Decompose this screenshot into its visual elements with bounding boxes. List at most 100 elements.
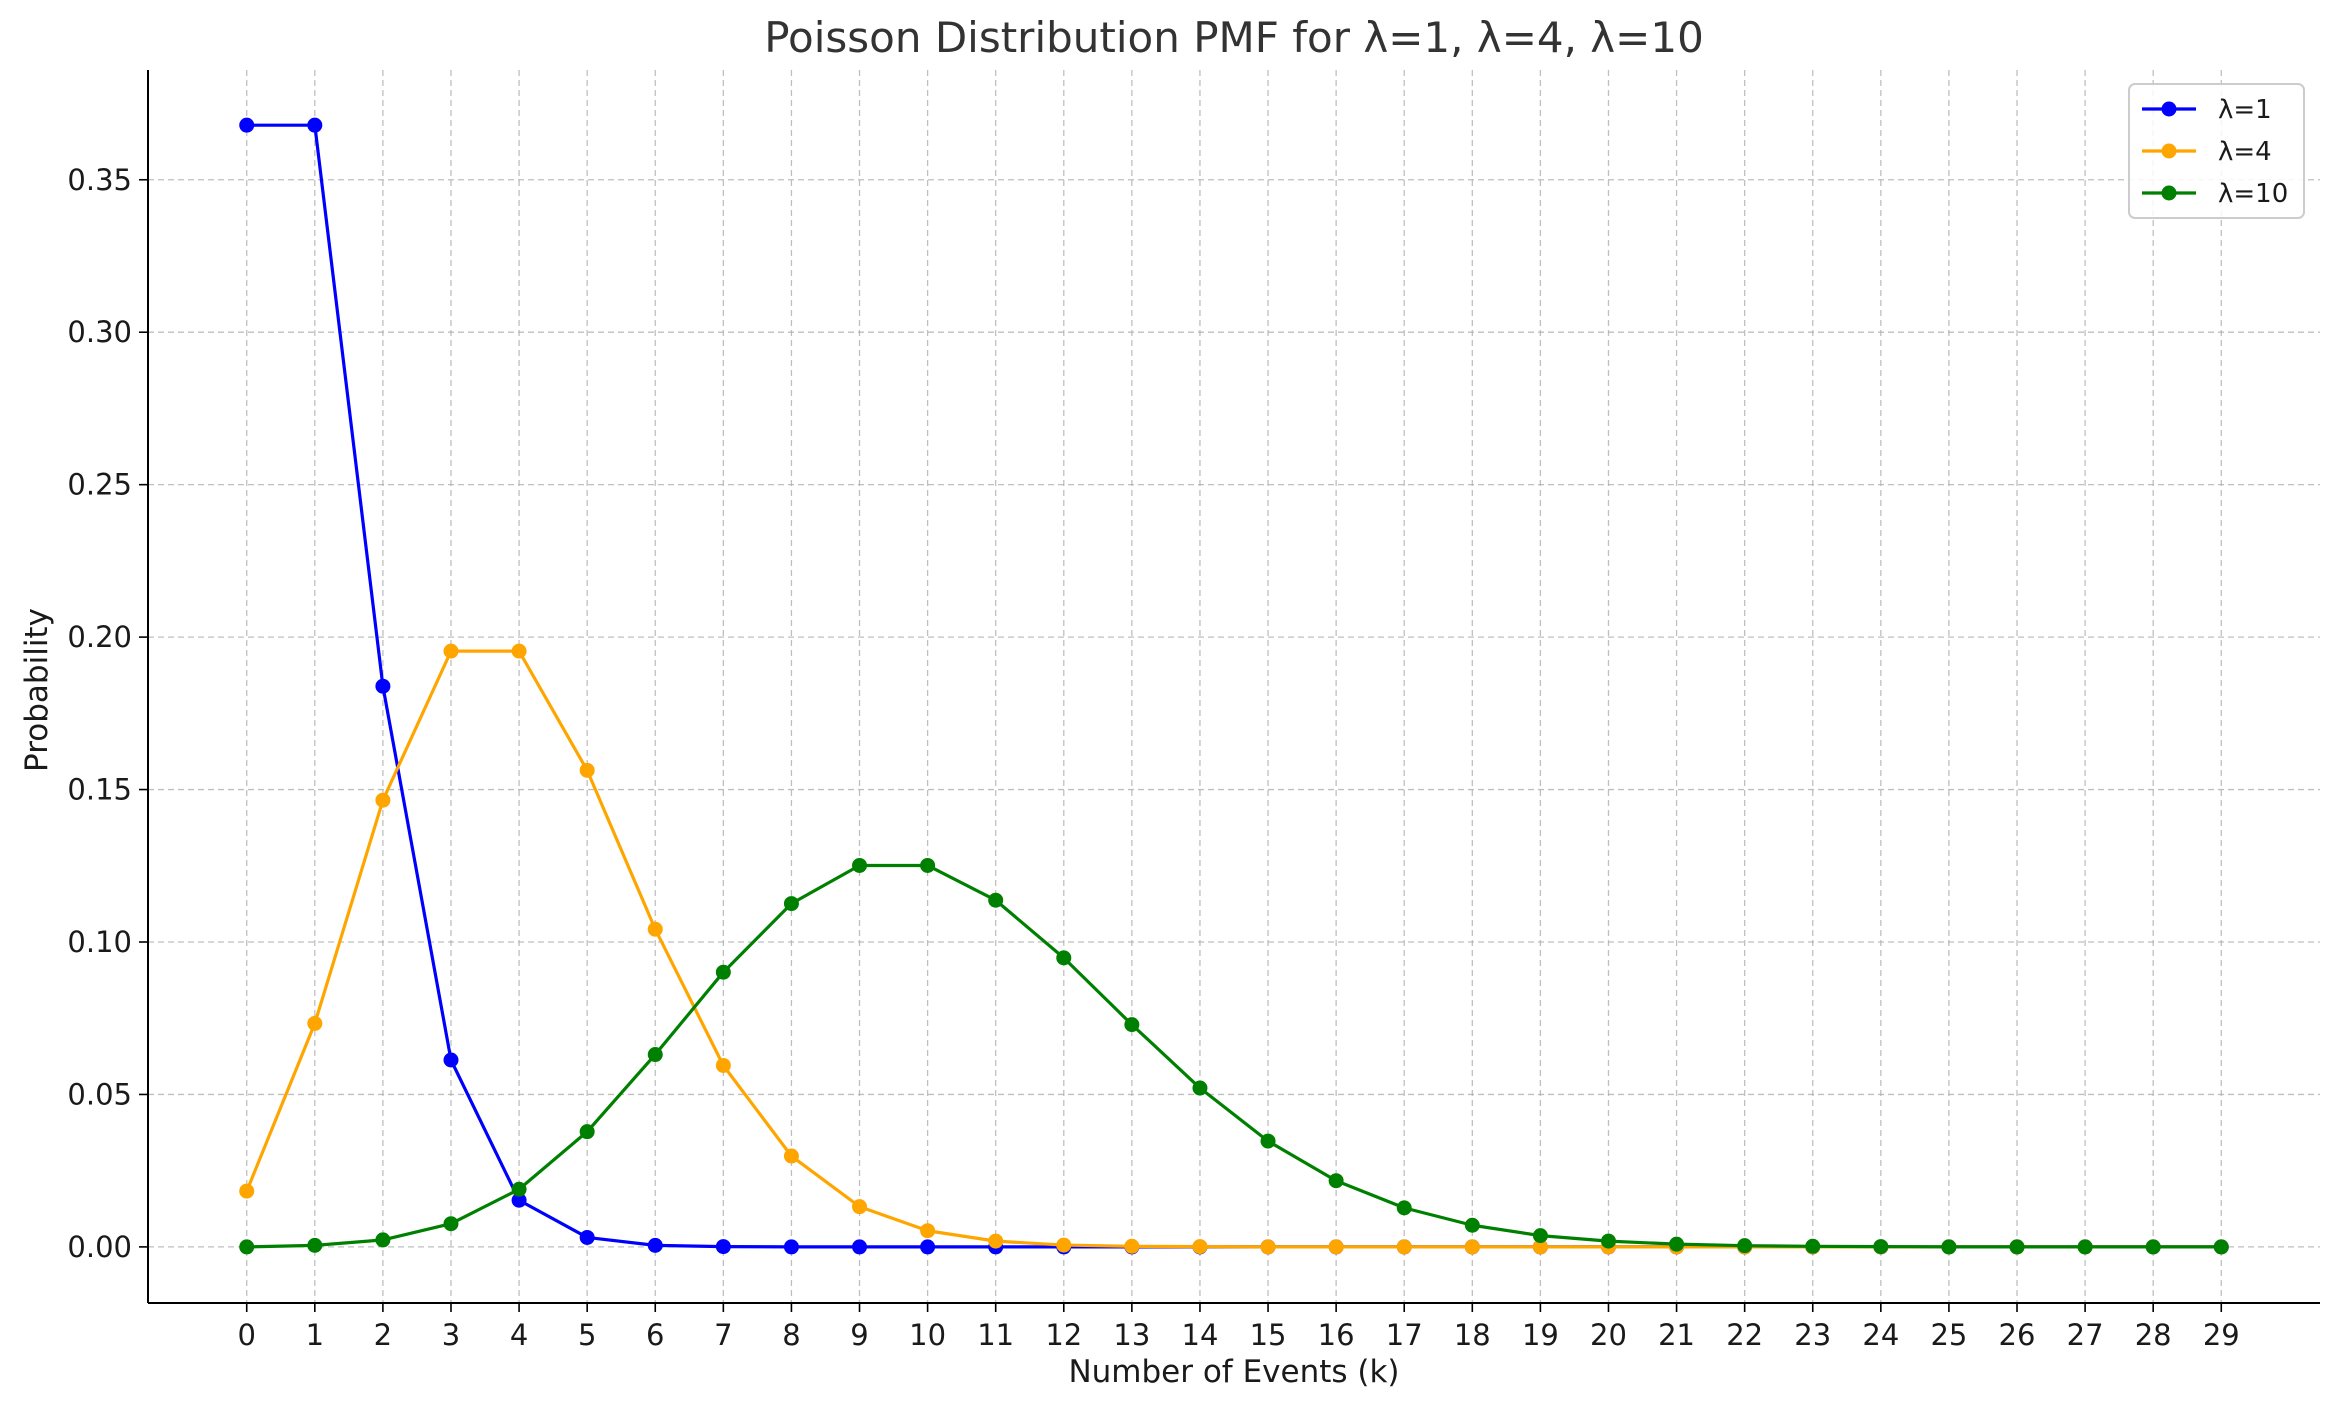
y-tick-label: 0.15 — [67, 773, 132, 807]
legend-box — [2128, 83, 2305, 219]
data-point — [852, 1199, 868, 1215]
x-tick-label: 0 — [238, 1318, 256, 1352]
data-point — [443, 1216, 459, 1232]
data-point — [1396, 1239, 1412, 1255]
x-ticks: 0 1 2 3 4 5 6 7 8 9 10 11 12 13 14 15 16 17 18 19 20 21 22 23 24… — [238, 1303, 2240, 1352]
data-point — [375, 1232, 391, 1248]
data-point — [1396, 1200, 1412, 1216]
x-tick-label: 22 — [1726, 1318, 1763, 1352]
data-point — [783, 896, 799, 912]
data-point — [579, 1229, 595, 1245]
legend-marker — [2161, 101, 2177, 117]
data-point — [1941, 1239, 1957, 1255]
x-tick-label: 23 — [1794, 1318, 1831, 1352]
data-point — [2009, 1239, 2025, 1255]
x-tick-label: 14 — [1182, 1318, 1219, 1352]
data-point — [1192, 1239, 1208, 1255]
x-tick-label: 11 — [977, 1318, 1014, 1352]
legend-marker — [2161, 185, 2177, 201]
x-tick-label: 5 — [578, 1318, 596, 1352]
data-point — [715, 1239, 731, 1255]
x-tick-label: 7 — [714, 1318, 732, 1352]
series-line — [246, 863, 2222, 1249]
data-point — [852, 1239, 868, 1255]
x-tick-label: 4 — [510, 1318, 528, 1352]
data-point — [920, 1223, 936, 1239]
data-point — [1669, 1236, 1685, 1252]
x-tick-label: 21 — [1658, 1318, 1695, 1352]
x-tick-label: 6 — [646, 1318, 664, 1352]
data-point — [647, 1237, 663, 1253]
x-tick-label: 9 — [850, 1318, 868, 1352]
data-point — [988, 892, 1004, 908]
x-tick-label: 15 — [1250, 1318, 1287, 1352]
y-tick-label: 0.10 — [67, 925, 132, 959]
x-tick-label: 2 — [374, 1318, 392, 1352]
data-point — [1532, 1239, 1548, 1255]
data-point — [307, 1015, 323, 1031]
data-point — [1328, 1239, 1344, 1255]
x-tick-label: 29 — [2203, 1318, 2240, 1352]
axes — [147, 70, 2320, 1304]
data-point — [715, 964, 731, 980]
data-point — [2077, 1239, 2093, 1255]
data-point — [988, 1233, 1004, 1249]
x-tick-label: 1 — [306, 1318, 324, 1352]
legend-label: λ=1 — [2218, 95, 2272, 125]
data-point — [920, 1239, 936, 1255]
data-point — [852, 857, 868, 873]
x-tick-label: 17 — [1386, 1318, 1423, 1352]
grid — [148, 70, 2320, 1303]
data-point — [511, 1181, 527, 1197]
data-point — [2145, 1239, 2161, 1255]
data-point — [647, 921, 663, 937]
x-tick-label: 13 — [1113, 1318, 1150, 1352]
y-tick-label: 0.25 — [67, 468, 132, 502]
data-point — [783, 1148, 799, 1164]
data-point — [239, 117, 255, 133]
data-point — [1873, 1239, 1889, 1255]
chart-title: Poisson Distribution PMF for λ=1, λ=4, λ… — [764, 13, 1704, 62]
y-tick-label: 0.05 — [67, 1077, 132, 1111]
y-ticks: 0.00 0.05 0.10 0.15 0.20 0.25 0.30 0.35 — [67, 163, 148, 1264]
data-point — [647, 1047, 663, 1063]
series-3 — [239, 857, 2229, 1255]
legend-label: λ=10 — [2218, 179, 2288, 209]
y-tick-label: 0.20 — [67, 620, 132, 654]
x-tick-label: 12 — [1045, 1318, 1082, 1352]
data-point — [1192, 1080, 1208, 1096]
data-point — [1600, 1233, 1616, 1249]
data-point — [443, 643, 459, 659]
data-point — [1737, 1238, 1753, 1254]
y-tick-label: 0.00 — [67, 1230, 132, 1264]
x-tick-label: 3 — [442, 1318, 460, 1352]
x-tick-label: 28 — [2135, 1318, 2172, 1352]
data-point — [1260, 1239, 1276, 1255]
x-tick-label: 19 — [1522, 1318, 1559, 1352]
x-tick-label: 25 — [1930, 1318, 1967, 1352]
data-point — [1805, 1238, 1821, 1254]
data-point — [1532, 1228, 1548, 1244]
data-point — [239, 1239, 255, 1255]
legend-label: λ=4 — [2218, 137, 2272, 167]
data-point — [783, 1239, 799, 1255]
x-tick-label: 10 — [909, 1318, 946, 1352]
data-point — [1124, 1017, 1140, 1033]
x-tick-label: 27 — [2067, 1318, 2104, 1352]
x-tick-label: 16 — [1318, 1318, 1355, 1352]
data-point — [375, 678, 391, 694]
data-point — [1464, 1217, 1480, 1233]
data-point — [1260, 1133, 1276, 1149]
data-point — [715, 1057, 731, 1073]
data-point — [1124, 1238, 1140, 1254]
data-point — [920, 857, 936, 873]
data-point — [239, 1183, 255, 1199]
x-tick-label: 20 — [1590, 1318, 1627, 1352]
data-point — [579, 762, 595, 778]
y-tick-label: 0.35 — [67, 163, 132, 197]
data-point — [1328, 1173, 1344, 1189]
legend-marker — [2161, 143, 2177, 159]
x-axis-label: Number of Events (k) — [1068, 1354, 1399, 1390]
